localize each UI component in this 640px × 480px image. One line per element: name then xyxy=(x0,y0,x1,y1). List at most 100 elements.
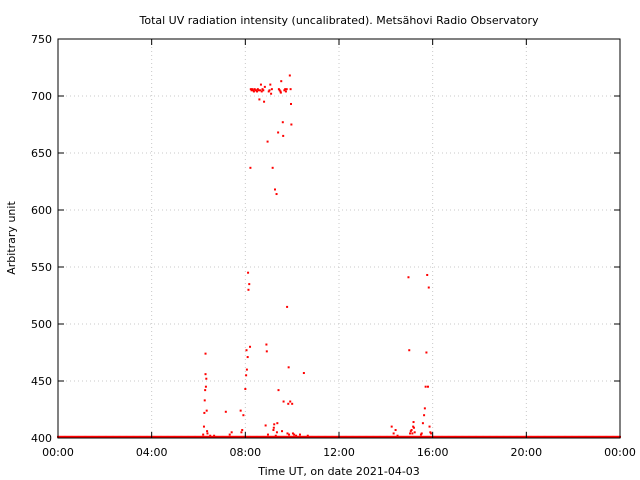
baseline-point xyxy=(573,435,576,438)
baseline-point xyxy=(363,435,366,438)
baseline-point xyxy=(423,435,426,438)
baseline-point xyxy=(325,435,328,438)
baseline-point xyxy=(250,435,253,438)
data-point xyxy=(392,432,395,435)
baseline-point xyxy=(218,435,221,438)
baseline-point xyxy=(215,435,218,438)
baseline-point xyxy=(383,435,386,438)
baseline-point xyxy=(464,435,467,438)
data-point xyxy=(419,433,422,436)
baseline-point xyxy=(368,435,371,438)
baseline-point xyxy=(311,435,314,438)
baseline-point xyxy=(581,435,584,438)
baseline-point xyxy=(240,435,243,438)
baseline-point xyxy=(578,435,581,438)
baseline-point xyxy=(131,435,134,438)
data-point xyxy=(263,100,266,103)
baseline-point xyxy=(567,435,570,438)
data-point xyxy=(291,432,294,435)
baseline-point xyxy=(596,435,599,438)
baseline-point xyxy=(430,435,433,438)
baseline-point xyxy=(384,435,387,438)
baseline-point xyxy=(105,435,108,438)
baseline-point xyxy=(401,435,404,438)
baseline-point xyxy=(95,435,98,438)
baseline-point xyxy=(374,435,377,438)
x-tick-label: 16:00 xyxy=(417,446,449,459)
baseline-point xyxy=(513,435,516,438)
baseline-point xyxy=(308,435,311,438)
baseline-point xyxy=(231,435,234,438)
data-point xyxy=(275,431,278,434)
data-point xyxy=(263,85,266,88)
baseline-point xyxy=(110,435,113,438)
baseline-point xyxy=(388,435,391,438)
data-point xyxy=(284,88,287,91)
data-point xyxy=(256,88,259,91)
data-point xyxy=(425,351,428,354)
baseline-point xyxy=(551,435,554,438)
data-point xyxy=(259,89,262,92)
baseline-point xyxy=(490,435,493,438)
baseline-point xyxy=(171,435,174,438)
baseline-point xyxy=(316,435,319,438)
baseline-point xyxy=(219,435,222,438)
baseline-point xyxy=(326,435,329,438)
data-point xyxy=(247,288,250,291)
baseline-point xyxy=(613,435,616,438)
baseline-point xyxy=(377,435,380,438)
baseline-point xyxy=(59,435,62,438)
baseline-point xyxy=(271,435,274,438)
baseline-point xyxy=(548,435,551,438)
baseline-point xyxy=(76,435,79,438)
baseline-point xyxy=(102,435,105,438)
baseline-point xyxy=(341,435,344,438)
baseline-point xyxy=(130,435,133,438)
data-point xyxy=(287,366,290,369)
baseline-point xyxy=(515,435,518,438)
data-point xyxy=(286,305,289,308)
baseline-point xyxy=(272,435,275,438)
baseline-point xyxy=(220,435,223,438)
baseline-point xyxy=(138,435,141,438)
data-point xyxy=(245,349,248,352)
baseline-point xyxy=(211,435,214,438)
baseline-point xyxy=(174,435,177,438)
baseline-point xyxy=(471,435,474,438)
baseline-point xyxy=(224,435,227,438)
data-point xyxy=(407,276,410,279)
baseline-point xyxy=(499,435,502,438)
data-point xyxy=(246,356,249,359)
data-point xyxy=(224,410,227,413)
baseline-point xyxy=(582,435,585,438)
baseline-point xyxy=(608,435,611,438)
baseline-point xyxy=(552,435,555,438)
baseline-point xyxy=(560,435,563,438)
data-point xyxy=(396,434,399,437)
baseline-point xyxy=(614,435,617,438)
baseline-point xyxy=(277,435,280,438)
baseline-point xyxy=(195,435,198,438)
baseline-point xyxy=(480,435,483,438)
baseline-point xyxy=(321,435,324,438)
baseline-point xyxy=(69,435,72,438)
baseline-point xyxy=(230,435,233,438)
baseline-point xyxy=(541,435,544,438)
baseline-point xyxy=(203,435,206,438)
baseline-point xyxy=(123,435,126,438)
baseline-point xyxy=(336,435,339,438)
baseline-point xyxy=(318,435,321,438)
baseline-point xyxy=(547,435,550,438)
baseline-point xyxy=(88,435,91,438)
baseline-point xyxy=(522,435,525,438)
data-point xyxy=(289,102,292,105)
baseline-point xyxy=(92,435,95,438)
data-point xyxy=(429,431,432,434)
baseline-point xyxy=(376,435,379,438)
baseline-point xyxy=(457,435,460,438)
data-point xyxy=(267,90,270,93)
baseline-point xyxy=(222,435,225,438)
baseline-point xyxy=(145,435,148,438)
baseline-point xyxy=(539,435,542,438)
x-tick-label: 12:00 xyxy=(323,446,355,459)
